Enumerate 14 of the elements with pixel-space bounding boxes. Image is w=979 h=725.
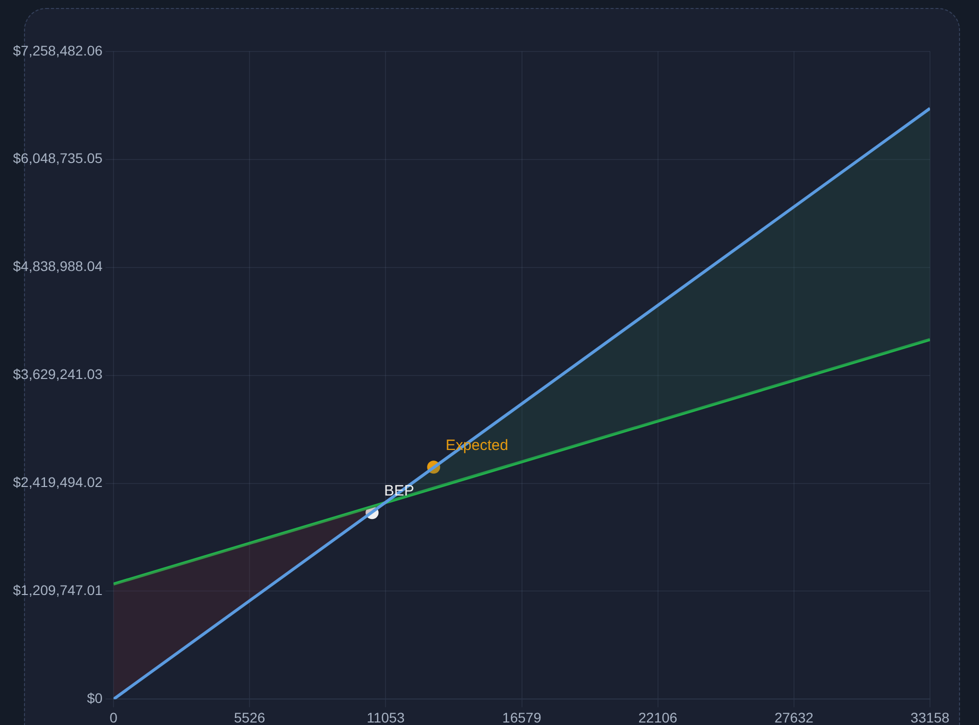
y-tick-label: $2,419,494.02 — [13, 474, 103, 490]
y-tick-label: $0 — [86, 690, 103, 706]
x-tick-label: 11053 — [366, 709, 405, 725]
y-tick-label: $6,048,735.05 — [13, 150, 103, 166]
y-tick-label: $3,629,241.03 — [13, 366, 103, 382]
x-tick-label: 0 — [110, 709, 118, 725]
y-tick-label: $4,838,988.04 — [13, 258, 103, 274]
x-tick-label: 16579 — [502, 709, 542, 725]
x-tick-label: 27632 — [774, 709, 814, 725]
x-tick-label: 22106 — [638, 709, 678, 725]
x-tick-label: 5526 — [234, 709, 266, 725]
y-tick-label: $1,209,747.01 — [13, 582, 103, 598]
y-tick-label: $7,258,482.06 — [13, 42, 103, 58]
x-tick-label: 33158 — [910, 709, 950, 725]
